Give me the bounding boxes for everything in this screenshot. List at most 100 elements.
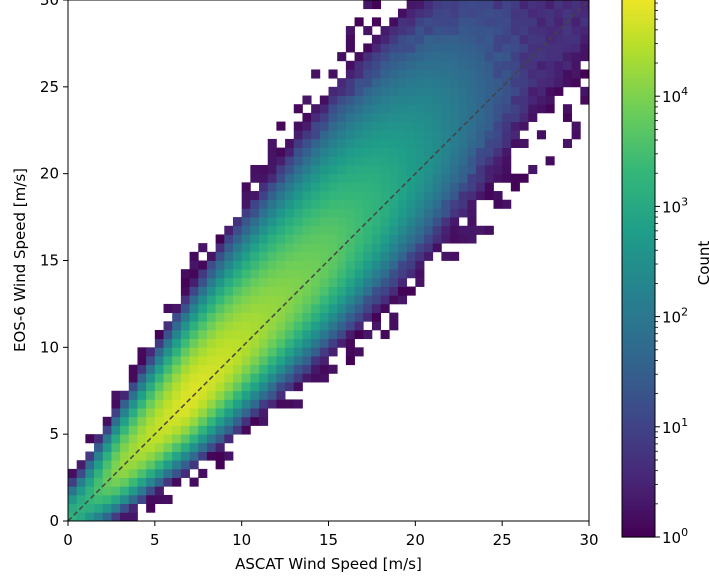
colorbar-segment [622,532,655,538]
heatmap-cell [232,312,243,322]
heatmap-cell [397,173,408,183]
colorbar-segment [622,270,655,276]
heatmap-cell [198,286,208,296]
heatmap-cell [536,86,546,96]
heatmap-cell [293,399,303,409]
heatmap-cell [267,373,277,383]
heatmap-cell [432,52,442,62]
heatmap-cell [241,182,251,192]
heatmap-cell [502,43,512,53]
heatmap-cell [111,434,121,444]
heatmap-cell [389,269,399,279]
heatmap-cell [441,217,451,227]
heatmap-cell [102,503,112,513]
heatmap-cell [285,182,295,192]
heatmap-cell [484,34,494,44]
heatmap-cell [180,442,190,452]
heatmap-cell [85,460,95,470]
heatmap-cell [102,442,112,452]
heatmap-cell [302,338,312,348]
colorbar-segment [622,0,655,5]
heatmap-cell [493,173,503,183]
heatmap-cell [380,156,390,166]
heatmap-cell [441,0,451,10]
heatmap-cell [363,173,373,183]
heatmap-cell [128,434,138,444]
heatmap-cell [259,269,269,279]
heatmap-cell [189,312,199,322]
heatmap-cell [285,338,295,348]
heatmap-cell [397,269,408,279]
heatmap-cell [493,8,503,18]
heatmap-cell [476,130,486,140]
colorbar-segment [622,491,655,497]
heatmap-cell [467,225,477,235]
heatmap-cell [432,173,442,183]
heatmap-cell [580,52,590,62]
heatmap-cell [224,416,234,426]
heatmap-cell [180,356,190,366]
heatmap-cell [415,208,425,218]
heatmap-cell [337,104,347,114]
heatmap-cell [467,217,477,227]
heatmap-cell [94,494,104,505]
heatmap-cell [120,399,130,409]
heatmap-cell [163,347,173,357]
heatmap-cell [215,408,225,418]
heatmap-cell [293,130,303,140]
heatmap-cell [293,156,303,166]
heatmap-cell [163,382,173,392]
heatmap-cell [311,329,321,340]
heatmap-cell [137,477,147,487]
colorbar-segment [622,527,655,534]
heatmap-cell [432,234,442,244]
colorbar-segment [622,77,655,84]
heatmap-cell [354,52,364,62]
heatmap-cell [120,503,130,513]
heatmap-cell [406,199,416,209]
heatmap-cell [528,26,538,36]
heatmap-cell [397,147,408,157]
colorbar-segment [622,339,655,345]
heatmap-cell [259,277,269,287]
heatmap-cell [371,130,381,140]
heatmap-cell [76,512,86,522]
colorbar-segment [622,160,655,166]
colorbar-segment [622,518,655,524]
heatmap-cell [363,130,373,140]
heatmap-cell [424,191,434,201]
heatmap-cell [224,364,234,374]
heatmap-cell [458,104,468,114]
heatmap-cell [519,0,529,10]
colorbar-segment [622,119,655,125]
heatmap-cell [493,43,503,53]
heatmap-cell [536,78,546,88]
heatmap-cell [380,251,390,261]
heatmap-cell [363,208,373,218]
heatmap-cell [319,269,329,279]
heatmap-cell [441,225,451,235]
heatmap-cell [163,408,173,418]
heatmap-cell [232,303,243,313]
heatmap-cell [354,208,364,218]
heatmap-cell [337,138,347,149]
heatmap-cell [363,138,373,149]
heatmap-cell [180,312,190,322]
heatmap-cell [102,486,112,496]
colorbar-segment [622,50,655,56]
heatmap-cell [397,121,408,131]
heatmap-cell [328,164,338,175]
heatmap-cell [441,234,451,244]
heatmap-cell [363,147,373,157]
heatmap-cell [319,173,329,183]
heatmap-cell [267,147,277,157]
heatmap-cell [232,390,243,400]
heatmap-cell [397,295,408,305]
heatmap-cell [232,243,243,253]
heatmap-cell [276,390,286,400]
heatmap-cell [285,173,295,183]
heatmap-cell [554,34,564,44]
heatmap-cell [458,130,468,140]
colorbar-segment [622,31,655,38]
heatmap-cell [328,182,338,192]
